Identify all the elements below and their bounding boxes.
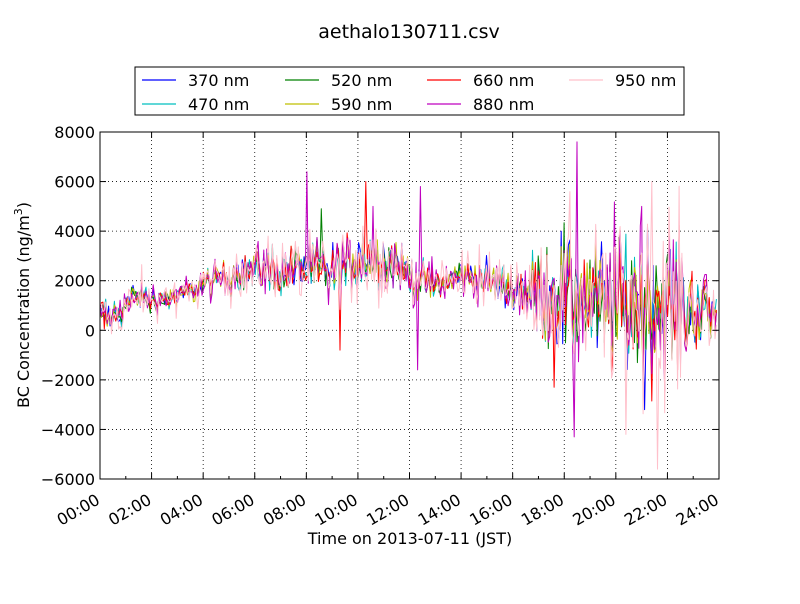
legend: 370 nm 470 nm 520 nm 590 nm 660 nm 880 nm 950 … bbox=[134, 66, 685, 116]
legend-label: 660 nm bbox=[473, 71, 534, 90]
y-axis: −6000 −4000 −2000 0 2000 4000 6000 8000 bbox=[41, 123, 719, 489]
x-tick-label: 00:00 bbox=[54, 490, 103, 530]
legend-label: 370 nm bbox=[188, 71, 249, 90]
legend-item: 370 nm bbox=[142, 71, 249, 90]
y-axis-label-superscript: 3 bbox=[12, 208, 25, 215]
x-tick-label: 18:00 bbox=[518, 490, 567, 530]
legend-item: 880 nm bbox=[427, 95, 534, 114]
x-tick-label: 22:00 bbox=[621, 490, 670, 530]
x-tick-label: 12:00 bbox=[363, 490, 412, 530]
legend-item: 520 nm bbox=[285, 71, 392, 90]
y-tick-label: 2000 bbox=[54, 272, 95, 291]
y-tick-label: −6000 bbox=[41, 470, 95, 489]
y-axis-label-close: ) bbox=[14, 202, 33, 208]
x-tick-label: 14:00 bbox=[415, 490, 464, 530]
legend-frame bbox=[134, 66, 685, 116]
chart-title: aethalo130711.csv bbox=[318, 21, 500, 43]
series-lines bbox=[100, 141, 717, 470]
legend-label: 520 nm bbox=[331, 71, 392, 90]
y-tick-label: 6000 bbox=[54, 173, 95, 192]
x-axis-label: Time on 2013-07-11 (JST) bbox=[307, 529, 512, 548]
legend-item: 950 nm bbox=[569, 71, 676, 90]
y-tick-label: 4000 bbox=[54, 222, 95, 241]
x-tick-label: 16:00 bbox=[466, 490, 515, 530]
x-tick-label: 24:00 bbox=[673, 490, 722, 530]
x-tick-label: 04:00 bbox=[157, 490, 206, 530]
legend-item: 470 nm bbox=[142, 95, 249, 114]
legend-label: 470 nm bbox=[188, 95, 249, 114]
series-line-950-nm bbox=[100, 181, 717, 470]
legend-item: 660 nm bbox=[427, 71, 534, 90]
x-tick-label: 06:00 bbox=[208, 490, 257, 530]
y-tick-label: −4000 bbox=[41, 420, 95, 439]
x-tick-label: 02:00 bbox=[105, 490, 154, 530]
x-tick-label: 08:00 bbox=[260, 490, 309, 530]
y-axis-label-text: BC Concentration (ng/m bbox=[14, 215, 33, 408]
y-tick-label: −2000 bbox=[41, 371, 95, 390]
legend-item: 590 nm bbox=[285, 95, 392, 114]
x-tick-label: 20:00 bbox=[569, 490, 618, 530]
y-tick-label: 8000 bbox=[54, 123, 95, 142]
y-tick-label: 0 bbox=[85, 321, 95, 340]
x-tick-label: 10:00 bbox=[311, 490, 360, 530]
legend-items: 370 nm 470 nm 520 nm 590 nm 660 nm 880 nm 950 … bbox=[142, 71, 676, 114]
legend-label: 950 nm bbox=[615, 71, 676, 90]
x-axis: 00:00 02:00 04:00 06:00 08:00 10:00 12:00 14:00… bbox=[54, 132, 722, 530]
y-axis-label: BC Concentration (ng/m3) bbox=[12, 202, 33, 408]
legend-label: 880 nm bbox=[473, 95, 534, 114]
legend-label: 590 nm bbox=[331, 95, 392, 114]
series-line-880-nm bbox=[100, 141, 717, 438]
